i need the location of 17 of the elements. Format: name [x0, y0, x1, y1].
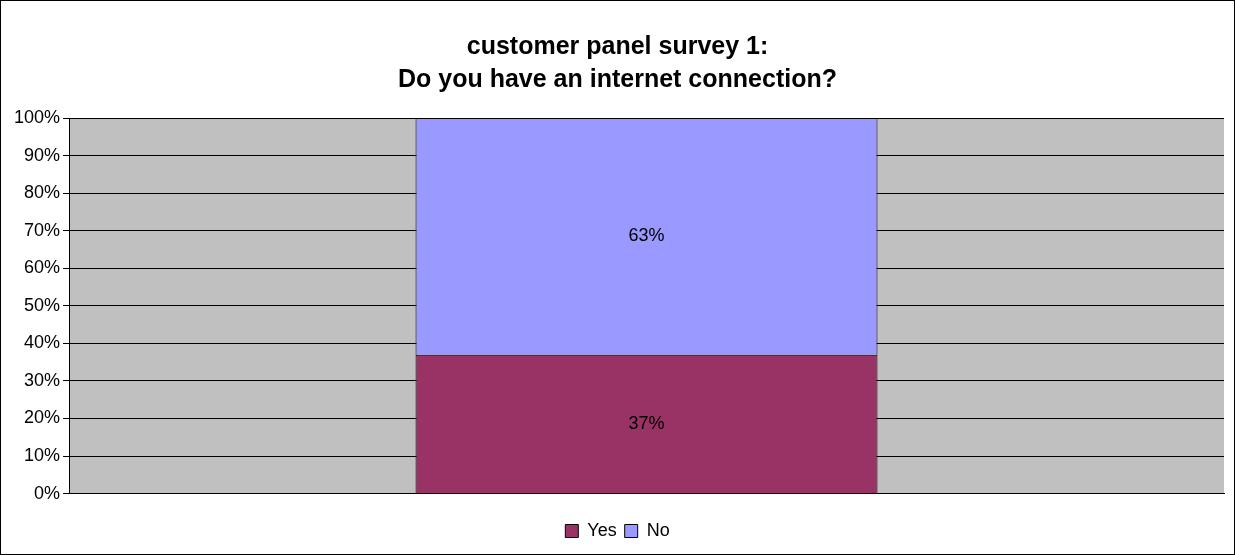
- y-tick-label: 30%: [24, 369, 61, 390]
- y-tick-label: 90%: [24, 144, 61, 165]
- y-tick-label: 0%: [34, 482, 61, 503]
- y-tick-label: 70%: [24, 219, 61, 240]
- y-tick-label: 50%: [24, 294, 61, 315]
- y-tick-label: 80%: [24, 182, 61, 203]
- text: Do you have an internet connection?: [398, 63, 837, 92]
- y-tick-label: 60%: [24, 257, 61, 278]
- y-tick-label: 20%: [24, 407, 61, 428]
- legend-label: No: [646, 519, 670, 540]
- legend-label: Yes: [587, 519, 617, 540]
- y-tick-label: 100%: [13, 106, 61, 127]
- y-tick-label: 40%: [24, 332, 61, 353]
- text: customer panel survey 1:: [466, 31, 769, 60]
- data-label: 63%: [628, 225, 665, 246]
- data-label: 37%: [628, 412, 665, 433]
- y-tick-label: 10%: [24, 445, 61, 466]
